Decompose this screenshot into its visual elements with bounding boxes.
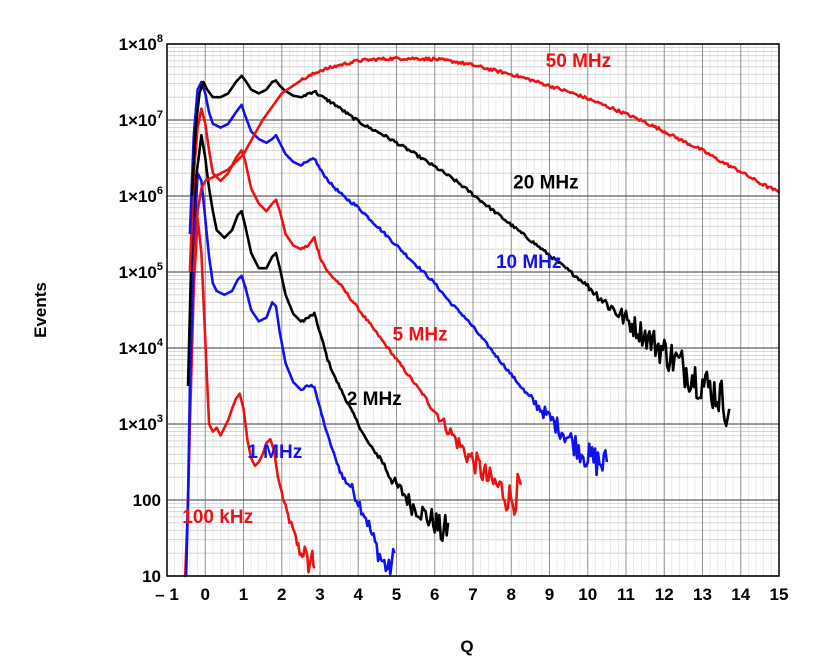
series-label-5-mhz: 5 MHz xyxy=(393,324,448,345)
x-tick-label: 9 xyxy=(545,585,554,604)
x-axis-title: Q xyxy=(460,637,473,656)
x-tick-label: 6 xyxy=(430,585,439,604)
series-lines xyxy=(183,55,780,578)
x-tick-label: 12 xyxy=(655,585,674,604)
x-tick-label: 0 xyxy=(201,585,210,604)
grid xyxy=(166,43,780,577)
y-tick-label: 10 xyxy=(142,567,161,586)
series-labels: 100 kHz 1 MHz 2 MHz 5 MHz 10 MHz 20 MHz 50 MHz xyxy=(182,51,611,528)
series-label-100-khz: 100 kHz xyxy=(182,507,253,528)
x-tick-label: 14 xyxy=(731,585,750,604)
series-line-100-khz xyxy=(183,217,316,578)
x-tick-label: 13 xyxy=(693,585,712,604)
y-tick-label: 1×108 xyxy=(119,33,163,54)
x-tick-label: 5 xyxy=(392,585,401,604)
series-line-5-mhz xyxy=(188,107,523,516)
series-label-20-mhz: 20 MHz xyxy=(513,172,578,193)
x-tick-label: 2 xyxy=(277,585,286,604)
series-line-1-mhz xyxy=(184,171,396,577)
y-tick-label: 1×107 xyxy=(119,109,163,130)
y-tick-label: 100 xyxy=(133,491,161,510)
x-tick-label: 7 xyxy=(468,585,477,604)
tick-labels: – 1 0 1 2 3 4 5 6 7 8 9 10 11 12 13 14 15101001×1031×104… xyxy=(119,33,789,604)
y-tick-label: 1×106 xyxy=(119,185,163,206)
series-label-1-mhz: 1 MHz xyxy=(247,442,302,463)
x-tick-label: – 1 xyxy=(155,585,179,604)
y-tick-label: 1×103 xyxy=(119,413,163,434)
y-axis-title: Events xyxy=(31,282,50,338)
series-label-50-mhz: 50 MHz xyxy=(546,51,611,72)
series-label-10-mhz: 10 MHz xyxy=(496,252,561,273)
y-tick-label: 1×105 xyxy=(119,261,163,282)
series-line-20-mhz xyxy=(190,74,731,428)
series-label-2-mhz: 2 MHz xyxy=(347,389,402,410)
series-line-2-mhz xyxy=(186,133,450,543)
x-tick-label: 4 xyxy=(354,585,364,604)
x-tick-label: 10 xyxy=(578,585,597,604)
series-line-10-mhz xyxy=(188,80,609,477)
plot-frame xyxy=(166,43,780,577)
series-line-50-mhz xyxy=(192,55,780,273)
x-tick-label: 3 xyxy=(315,585,324,604)
x-tick-label: 15 xyxy=(770,585,789,604)
x-tick-label: 8 xyxy=(507,585,516,604)
y-tick-label: 1×104 xyxy=(119,337,164,358)
x-tick-label: 11 xyxy=(617,585,635,604)
x-tick-label: 1 xyxy=(239,585,248,604)
